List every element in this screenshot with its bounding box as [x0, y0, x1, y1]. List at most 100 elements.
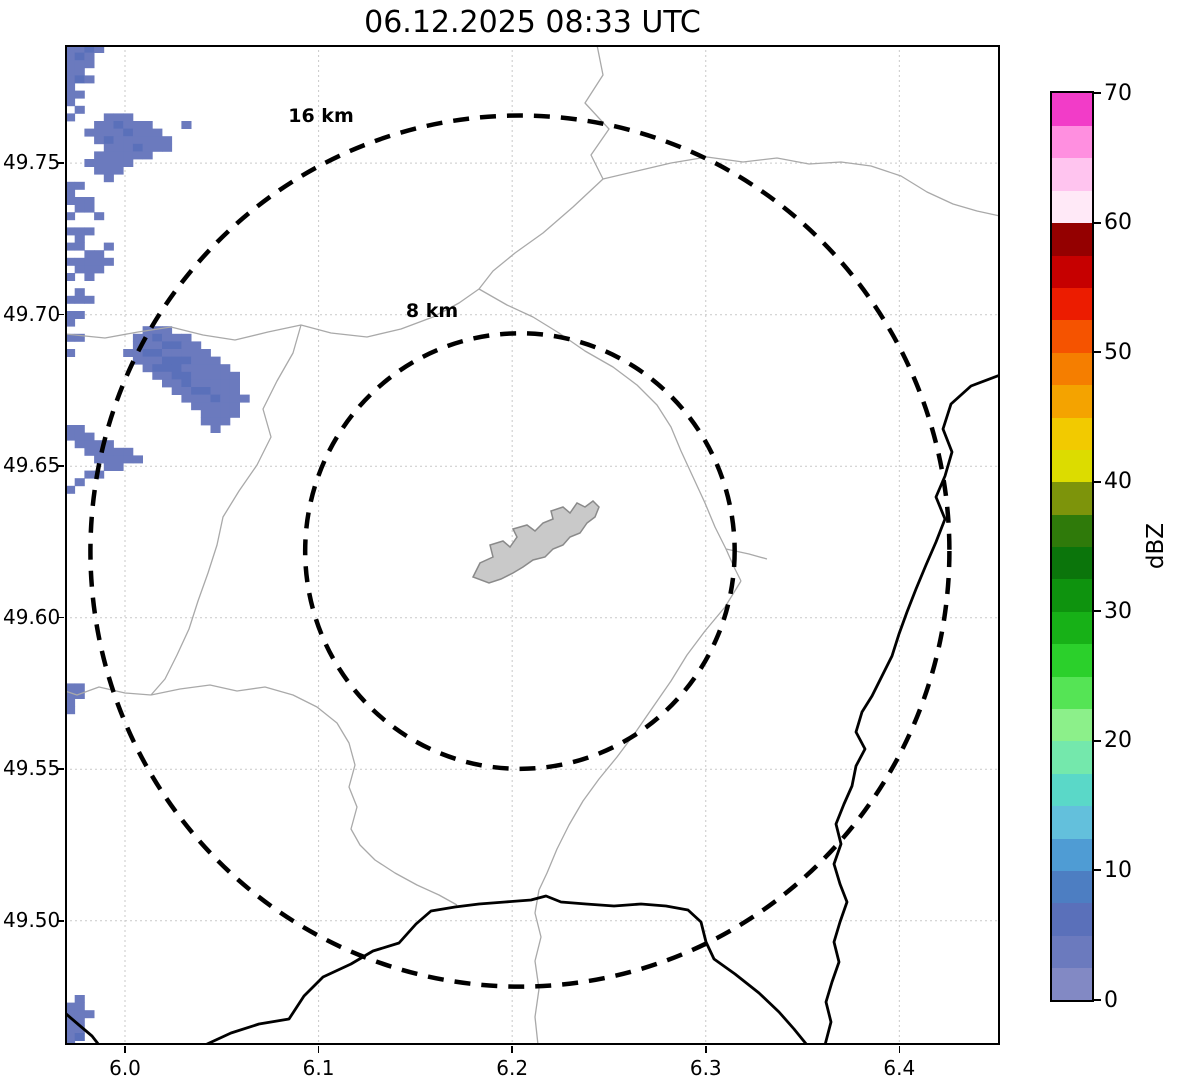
precip-cell — [210, 417, 221, 426]
country-border-line — [204, 894, 809, 1045]
precip-cell — [220, 402, 231, 411]
colorbar-segment — [1052, 287, 1092, 321]
colorbar-segment — [1052, 481, 1092, 515]
precip-cell — [229, 394, 240, 403]
precip-cell — [200, 394, 211, 403]
precip-cell — [65, 227, 76, 236]
y-tick-mark — [57, 768, 64, 770]
precip-cell — [171, 333, 182, 342]
precip-cell — [113, 128, 124, 137]
colorbar-tick-label: 70 — [1104, 80, 1132, 106]
precip-cell — [152, 341, 163, 350]
precip-cell — [74, 90, 85, 99]
precip-cell — [181, 341, 192, 350]
precip-cell — [142, 136, 153, 145]
precip-cell — [103, 121, 114, 129]
x-tick-label: 6.2 — [496, 1056, 529, 1080]
precip-cell — [132, 128, 143, 137]
precip-cell — [74, 1010, 85, 1019]
precip-cell — [142, 121, 153, 129]
colorbar-segment — [1052, 611, 1092, 645]
precip-cell — [65, 197, 76, 205]
precip-cell — [113, 151, 124, 160]
precip-cell — [65, 67, 76, 76]
precip-cell — [181, 349, 192, 357]
colorbar-tick-mark — [1094, 480, 1101, 483]
colorbar-tick-mark — [1094, 610, 1101, 613]
precip-cell — [142, 356, 153, 365]
precip-cell — [181, 333, 192, 342]
colorbar — [1050, 91, 1094, 1002]
precip-cell — [171, 341, 182, 350]
precip-cell — [65, 485, 76, 494]
precip-cell — [123, 121, 134, 129]
precip-cell — [65, 349, 76, 357]
precip-cell — [65, 698, 76, 707]
colorbar-segment — [1052, 352, 1092, 386]
plot-area: 8 km 16 km — [65, 45, 1000, 1045]
colorbar-segment — [1052, 578, 1092, 612]
colorbar-segment — [1052, 514, 1092, 548]
y-tick-label: 49.60 — [3, 604, 61, 629]
precip-cell — [113, 166, 124, 175]
colorbar-segment — [1052, 319, 1092, 353]
precip-cell — [142, 333, 153, 342]
precip-cell — [65, 683, 76, 692]
precip-cell — [123, 349, 134, 357]
precip-cell — [74, 333, 85, 342]
precip-cell — [84, 440, 95, 449]
range-ring-16km — [88, 113, 952, 989]
precip-cell — [74, 1033, 85, 1041]
country-border-line — [65, 1011, 101, 1045]
precip-cell — [171, 349, 182, 357]
precip-cell — [113, 143, 124, 152]
precip-cell — [65, 691, 76, 699]
admin-boundary-line — [150, 684, 458, 906]
range-ring-label: 16 km — [288, 105, 354, 127]
admin-boundary-line — [534, 889, 542, 1045]
x-tick-mark — [511, 1046, 513, 1053]
precip-cell — [123, 455, 134, 464]
y-tick-label: 49.55 — [3, 756, 61, 781]
precip-cell — [152, 136, 163, 145]
precip-cell — [65, 1017, 76, 1026]
precip-cell — [200, 349, 211, 357]
precip-cell — [113, 463, 124, 471]
precip-cell — [181, 387, 192, 395]
precip-cell — [94, 257, 105, 266]
precip-cell — [200, 364, 211, 373]
precip-cell — [162, 349, 173, 357]
colorbar-tick-mark — [1094, 92, 1101, 94]
admin-boundary-line — [65, 45, 610, 341]
colorbar-segment — [1052, 190, 1092, 224]
precip-cell — [142, 341, 153, 350]
plot-frame — [65, 45, 1000, 1045]
precip-cell — [132, 151, 143, 160]
precip-cell — [142, 151, 153, 160]
precip-cell — [132, 356, 143, 365]
precip-cell — [210, 356, 221, 365]
colorbar-segment — [1052, 967, 1092, 1000]
precip-cell — [65, 189, 76, 198]
precip-cell — [181, 364, 192, 373]
precip-cell — [200, 387, 211, 395]
y-tick-label: 49.65 — [3, 453, 61, 478]
colorbar-segment — [1052, 676, 1092, 710]
precip-cell — [113, 447, 124, 456]
precip-cell — [142, 349, 153, 357]
precip-cell — [123, 151, 134, 160]
precip-cell — [191, 341, 202, 350]
precip-cell — [181, 121, 192, 129]
precip-cell — [103, 447, 114, 456]
precip-cell — [229, 371, 240, 380]
precip-cell — [74, 204, 85, 213]
colorbar-segment — [1052, 838, 1092, 872]
precip-cell — [142, 364, 153, 373]
y-tick-mark — [57, 162, 64, 164]
precip-cell — [229, 387, 240, 395]
precip-cell — [171, 356, 182, 365]
precip-cell — [229, 402, 240, 411]
colorbar-segment — [1052, 740, 1092, 774]
colorbar-segment — [1052, 870, 1092, 904]
y-tick-mark — [57, 465, 64, 467]
